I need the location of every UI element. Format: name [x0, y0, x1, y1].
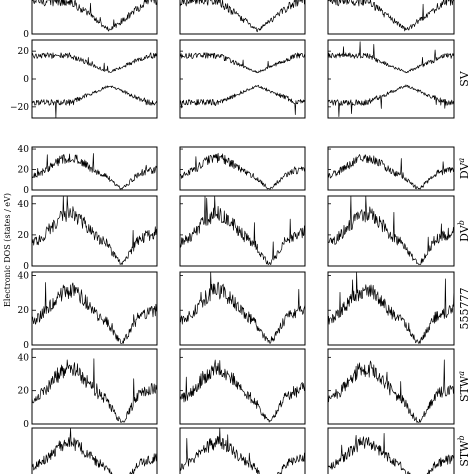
dos-curve-up [179, 427, 306, 474]
y-tick-label: 40 [18, 200, 30, 210]
dos-curve-up [179, 359, 306, 423]
panel-frame [327, 348, 455, 425]
panel-frame [179, 146, 306, 191]
y-tick-label: 20 [18, 306, 30, 316]
dos-curve-up [327, 195, 455, 265]
dos-panel [327, 348, 455, 425]
dos-curve-up [31, 52, 158, 73]
panel-frame [31, 0, 158, 35]
y-axis-label: Electronic DOS (states / eV) [3, 193, 12, 307]
panel-frame [327, 427, 455, 474]
dos-curve-up [179, 0, 306, 33]
dos-panel [179, 39, 306, 119]
y-tick-label: 20 [18, 231, 30, 241]
dos-panel [31, 427, 158, 474]
dos-panel [327, 427, 455, 474]
dos-panel: 0 20 40 [18, 271, 158, 351]
panel-frame [179, 195, 306, 267]
row-label: DVa [457, 158, 471, 180]
row-label: DVb [457, 220, 471, 242]
y-tick-label: 0 [23, 262, 29, 272]
panel-frame [31, 427, 158, 474]
y-tick-label: 0 [23, 30, 29, 40]
y-tick-label: 0 [23, 186, 29, 196]
panel-frame [179, 39, 306, 119]
dos-panel: 0 20 40 [18, 195, 158, 272]
dos-curve-up [327, 433, 455, 474]
dos-panel [179, 348, 306, 425]
y-tick-label: −20 [10, 103, 29, 113]
row-label-sup: b [457, 220, 466, 225]
dos-curve-up [327, 41, 455, 74]
panel-frame [327, 195, 455, 267]
panel-frame [327, 271, 455, 346]
dos-curve-up [31, 427, 158, 474]
dos-panel [179, 195, 306, 267]
y-tick-label: 0 [23, 341, 29, 351]
y-tick-label: 0 [23, 75, 29, 85]
y-tick-label: 0 [23, 420, 29, 430]
dos-curve-up [31, 0, 158, 32]
panel-frame [31, 146, 158, 191]
row-label-sup: a [457, 158, 466, 163]
panel-frame [327, 146, 455, 191]
dos-curve-down [179, 84, 306, 115]
dos-panel [179, 0, 306, 35]
row-label: 555777 [458, 288, 471, 330]
y-tick-label: 40 [18, 145, 30, 155]
row-label-main: STW [458, 375, 471, 402]
row-label: STWa [457, 371, 471, 402]
y-tick-label: 20 [18, 387, 30, 397]
row-label-sup: b [457, 435, 466, 440]
panel-frame [327, 0, 455, 35]
dos-panel: 0 20 40 [18, 348, 158, 430]
dos-curve-down [327, 84, 455, 117]
dos-panel: −20 0 20 [10, 39, 158, 119]
y-tick-label: 40 [18, 271, 30, 281]
dos-panel [327, 271, 455, 346]
dos-panel [327, 0, 455, 35]
dos-panel: 0 [23, 0, 158, 40]
panel-frame [31, 39, 158, 119]
dos-curve-up [31, 282, 158, 344]
dos-curve-up [179, 152, 306, 190]
dos-curve-up [179, 195, 306, 265]
y-tick-label: 20 [18, 47, 30, 57]
dos-panel [327, 146, 455, 191]
dos-curve-up [328, 0, 454, 32]
panel-frame [31, 348, 158, 425]
y-tick-label: 40 [18, 353, 30, 363]
dos-curve-up [31, 153, 158, 190]
dos-panel [179, 427, 306, 474]
dos-curve-up [179, 52, 306, 74]
y-tick-label: 20 [18, 166, 30, 176]
row-label-main: DV [458, 162, 471, 180]
dos-curve-up [179, 271, 306, 344]
row-label-main: STW [458, 440, 471, 467]
dos-panel [179, 146, 306, 191]
dos-curve-up [31, 195, 158, 265]
panel-frame [179, 0, 306, 35]
dos-curve-up [327, 154, 455, 190]
dos-panel [179, 271, 306, 346]
dos-panel [327, 39, 455, 119]
row-label: SV [458, 70, 471, 87]
row-label: STWb [457, 435, 471, 466]
dos-panel [327, 195, 455, 267]
row-label-sup: a [457, 371, 466, 376]
dos-curve-up [327, 271, 455, 344]
dos-curve-down [31, 85, 158, 119]
dos-curve-up [31, 358, 158, 423]
panel-frame [31, 195, 158, 267]
dos-panel: 0 20 40 [18, 145, 158, 196]
panel-frame [179, 271, 306, 346]
row-label-main: DV [458, 224, 471, 242]
dos-curve-up [327, 359, 455, 423]
